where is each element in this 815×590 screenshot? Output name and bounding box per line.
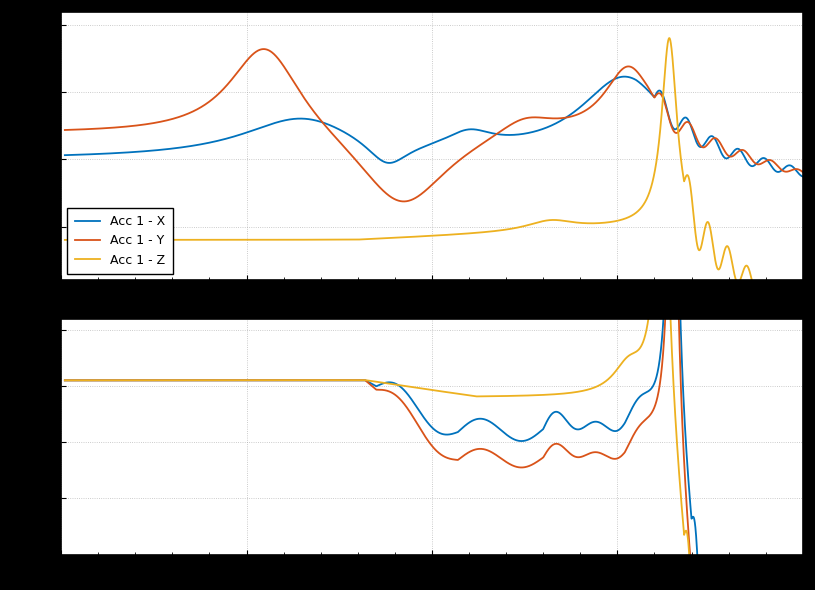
Acc 1 - Y xyxy=(370,179,380,186)
Acc 1 - Y xyxy=(597,93,606,100)
Acc 1 - Z xyxy=(376,235,385,242)
Acc 1 - Z xyxy=(664,35,674,42)
Acc 1 - X xyxy=(370,152,380,159)
Acc 1 - Y xyxy=(259,45,269,53)
Acc 1 - X xyxy=(619,73,629,80)
Acc 1 - Z xyxy=(775,301,785,309)
Acc 1 - Y xyxy=(376,185,385,192)
Acc 1 - X xyxy=(376,156,385,163)
Legend: Acc 1 - X, Acc 1 - Y, Acc 1 - Z: Acc 1 - X, Acc 1 - Y, Acc 1 - Z xyxy=(68,208,173,274)
Acc 1 - X xyxy=(596,85,606,92)
Acc 1 - Z xyxy=(60,237,70,244)
Acc 1 - X xyxy=(798,173,808,180)
Acc 1 - Y xyxy=(776,165,786,172)
Line: Acc 1 - Z: Acc 1 - Z xyxy=(65,38,803,320)
Acc 1 - X xyxy=(775,168,785,175)
Acc 1 - Z xyxy=(596,219,606,227)
Acc 1 - Y xyxy=(798,169,808,176)
Acc 1 - Y xyxy=(411,194,421,201)
Acc 1 - X xyxy=(411,147,421,154)
Acc 1 - Y xyxy=(399,198,408,205)
Acc 1 - Z xyxy=(798,313,808,320)
Acc 1 - X xyxy=(60,152,70,159)
Line: Acc 1 - X: Acc 1 - X xyxy=(65,77,803,176)
Acc 1 - Y xyxy=(739,147,749,154)
Acc 1 - Z xyxy=(792,317,802,324)
Acc 1 - Z xyxy=(411,233,421,240)
Acc 1 - Z xyxy=(370,235,380,242)
Line: Acc 1 - Y: Acc 1 - Y xyxy=(65,49,803,201)
Acc 1 - Y xyxy=(60,126,70,133)
Acc 1 - Z xyxy=(738,267,748,274)
Acc 1 - X xyxy=(738,152,748,159)
